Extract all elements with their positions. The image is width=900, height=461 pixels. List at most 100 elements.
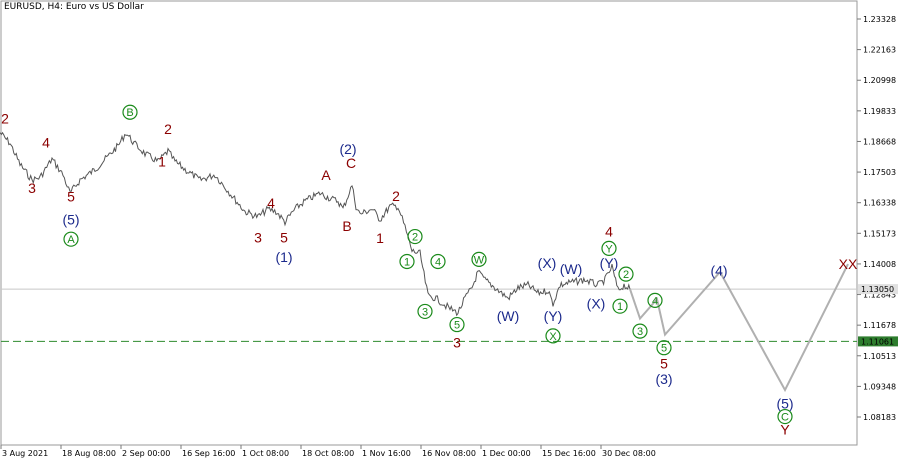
y-tick-label: 1.08183 — [863, 413, 896, 422]
wave-label: 1 — [376, 230, 384, 246]
y-tick-label: 1.11678 — [863, 321, 896, 330]
wave-label-circle — [399, 253, 415, 270]
wave-label: 3 — [254, 229, 262, 245]
wave-label: 1 — [404, 257, 410, 269]
wave-label-circle — [122, 104, 138, 120]
wave-label: 5 — [454, 320, 460, 332]
x-tick-label: 15 Dec 16:00 — [542, 449, 596, 458]
x-tick-label: 30 Dec 08:00 — [602, 449, 656, 458]
x-tick-label: 18 Aug 08:00 — [62, 449, 116, 458]
wave-label: (5) — [776, 395, 793, 411]
wave-label: 5 — [280, 229, 288, 245]
x-tick-label: 1 Nov 16:00 — [362, 449, 411, 458]
wave-label: B — [342, 218, 351, 234]
wave-label: 4 — [652, 295, 658, 307]
x-tick-label: 2 Sep 00:00 — [122, 449, 170, 458]
wave-label: X — [549, 331, 557, 343]
wave-label: 4 — [435, 257, 441, 269]
wave-label: W — [474, 254, 485, 266]
y-tick-label: 1.09348 — [863, 382, 896, 391]
y-tick-label: 1.18668 — [863, 137, 896, 146]
wave-label: 4 — [605, 223, 613, 239]
wave-label-circle — [407, 228, 423, 245]
wave-label-circle — [647, 292, 663, 308]
chart-title: EURUSD, H4: Euro vs US Dollar — [4, 2, 144, 12]
wave-label: A — [321, 167, 331, 183]
wave-label: C — [781, 412, 789, 424]
wave-label: 1 — [617, 301, 623, 313]
y-tick-label: 1.22163 — [863, 46, 896, 55]
support-level-label: 1.11061 — [861, 337, 894, 346]
wave-label-circle — [417, 303, 433, 320]
wave-label: (Y) — [600, 255, 619, 271]
wave-label: B — [126, 107, 133, 119]
wave-label: 2 — [412, 232, 418, 244]
current-price-label: 1.13050 — [861, 285, 894, 294]
y-tick-label: 1.12843 — [863, 291, 896, 300]
series — [0, 131, 849, 393]
wave-label: 5 — [67, 188, 75, 204]
wave-label: 2 — [392, 188, 400, 204]
y-tick-label: 1.20998 — [863, 76, 896, 85]
wave-label: (W) — [560, 261, 583, 277]
wave-label: (5) — [62, 211, 79, 227]
support-level-tag — [858, 336, 898, 347]
wave-label: A — [67, 234, 75, 246]
y-tick-label: 1.10513 — [863, 352, 896, 361]
x-tick-label: 1 Oct 08:00 — [242, 449, 289, 458]
wave-label: 4 — [42, 135, 50, 151]
wave-label: 3 — [637, 326, 643, 338]
wave-label-circle — [545, 328, 561, 344]
y-tick-label: 1.23328 — [863, 15, 896, 24]
wave-label: Y — [780, 422, 790, 438]
wave-label: (Y) — [544, 308, 563, 324]
x-tick-label: 16 Nov 08:00 — [422, 449, 476, 458]
wave-label: 2 — [164, 121, 172, 137]
wave-label: (4) — [710, 263, 727, 279]
wave-label: (W) — [497, 308, 520, 324]
y-tick-label: 1.15173 — [863, 229, 896, 238]
wave-label: 5 — [660, 355, 668, 371]
wave-label-circle — [656, 340, 672, 356]
x-tick-label: 16 Sep 16:00 — [182, 449, 235, 458]
x-tick-label: 1 Dec 00:00 — [482, 449, 531, 458]
wave-label-circle — [777, 408, 793, 425]
x-tick-label: 3 Aug 2021 — [2, 449, 48, 458]
wave-label-circle — [612, 298, 628, 314]
y-tick-label: 1.14008 — [863, 260, 896, 269]
wave-label: C — [346, 155, 356, 171]
wave-label: Y — [605, 243, 613, 255]
wave-label: XX — [839, 256, 858, 272]
wave-label-circle — [471, 251, 487, 268]
price-axis: 1.23328 1.22163 1.20998 1.19833 1.18668 1.175… — [857, 15, 896, 422]
wave-label-circle — [63, 231, 79, 247]
forecast-line — [629, 263, 849, 393]
wave-label: (2) — [339, 141, 356, 157]
wave-label: 3 — [28, 180, 36, 196]
time-axis: 3 Aug 2021 18 Aug 08:00 2 Sep 00:00 16 Sep … — [0, 445, 656, 458]
wave-label-circle — [601, 240, 617, 256]
wave-label: 5 — [661, 343, 667, 355]
wave-label: 3 — [422, 306, 428, 318]
y-tick-label: 1.16338 — [863, 199, 896, 208]
wave-label: 3 — [453, 334, 461, 350]
levels: 1.13050 1.11061 — [1, 284, 898, 347]
x-tick-label: 18 Oct 08:00 — [302, 449, 354, 458]
wave-label: 2 — [623, 269, 629, 281]
wave-label-circle — [430, 253, 446, 270]
wave-label: (X) — [587, 296, 606, 312]
price-line — [0, 131, 631, 317]
current-price-tag — [858, 284, 898, 295]
wave-label: (X) — [538, 255, 557, 271]
y-tick-label: 1.17503 — [863, 168, 896, 177]
y-tick-label: 1.19833 — [863, 107, 896, 116]
plot-frame — [0, 0, 858, 446]
wave-label-circle — [449, 316, 465, 333]
wave-label-circle — [618, 266, 634, 282]
wave-label: 4 — [267, 195, 275, 211]
wave-label-circle — [632, 323, 648, 339]
wave-label: 2 — [1, 110, 9, 126]
wave-label: (1) — [275, 249, 292, 265]
